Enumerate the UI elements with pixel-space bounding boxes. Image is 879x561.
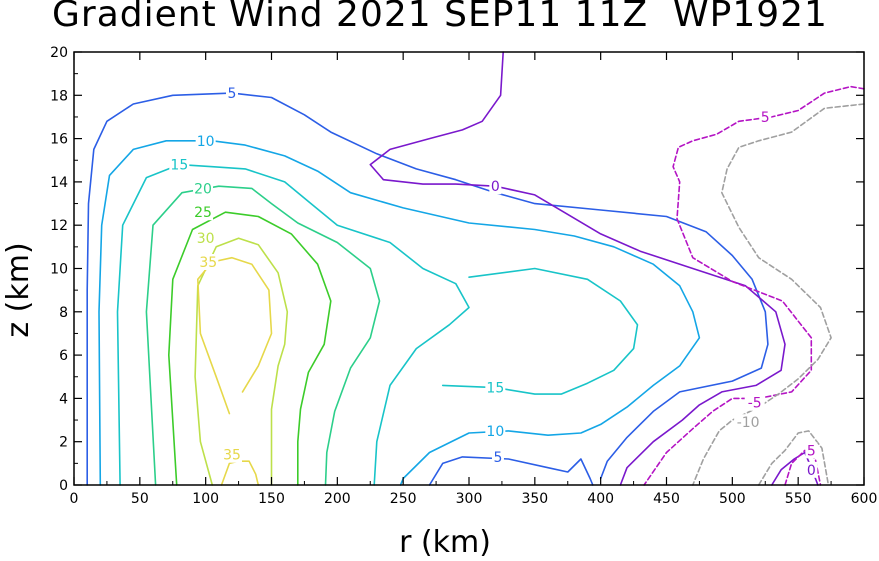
contour-label-10: 35: [223, 448, 241, 464]
x-tick-label-5: 250: [390, 491, 417, 507]
contour-labels-layer: 5 10 15 20 25 30 35 15 10 5 35 0 5 -5 -10 5 0: [169, 85, 818, 479]
y-tick-label-0: 0: [59, 478, 68, 494]
y-tick-label-4: 8: [59, 305, 68, 321]
x-tick-label-3: 150: [258, 491, 285, 507]
contour-label-2: 15: [170, 158, 188, 174]
x-tick-label-11: 550: [785, 491, 812, 507]
contour-label-bg-10: [222, 446, 242, 463]
contour-line-15-3: [116, 163, 470, 486]
contour-label-12: 5: [761, 110, 770, 126]
axes-layer: 0 50 100 150 200 250 300 350 400 450 500 550 6000246…: [50, 45, 877, 507]
contour-label-3: 20: [194, 181, 212, 197]
x-tick-label-0: 0: [70, 491, 79, 507]
contour-label-bg-8: [485, 422, 506, 439]
contour-label-7: 15: [486, 381, 504, 397]
contour-line-5-1: [428, 456, 594, 486]
y-tick-label-1: 2: [59, 435, 68, 451]
contour-label-bg-3: [193, 180, 214, 197]
contour-label-13: -5: [748, 396, 762, 412]
contour-label-5: 30: [197, 231, 215, 247]
contour-line-35-9: [220, 460, 260, 486]
contour-label-bg-16: [805, 461, 818, 478]
y-tick-label-6: 12: [50, 218, 68, 234]
y-tick-label-9: 18: [50, 88, 68, 104]
contour-label-bg-13: [744, 394, 765, 411]
y-tick-label-7: 14: [50, 175, 68, 191]
contour-line-35-8: [197, 256, 273, 415]
contour-label-bg-4: [193, 204, 214, 221]
x-tick-label-6: 300: [456, 491, 483, 507]
x-tick-label-9: 450: [653, 491, 680, 507]
contour-label-15: 5: [807, 443, 816, 459]
contour-label-1: 10: [197, 134, 215, 150]
y-tick-label-2: 4: [59, 391, 68, 407]
contour-line-neg10-14: [692, 103, 865, 486]
contour-label-bg-1: [195, 132, 216, 149]
contour-label-11: 0: [491, 179, 500, 195]
contour-line-10-2: [98, 140, 701, 486]
contour-label-9: 5: [494, 450, 503, 466]
contour-label-bg-11: [489, 178, 502, 195]
contour-label-14: -10: [737, 415, 760, 431]
contour-line-30-7: [194, 237, 289, 486]
y-tick-label-10: 20: [50, 45, 68, 61]
contour-label-bg-15: [805, 442, 818, 459]
contour-label-4: 25: [194, 205, 212, 221]
y-axis-label: z (km): [1, 242, 36, 337]
contour-label-bg-9: [491, 448, 504, 465]
x-tick-label-10: 500: [719, 491, 746, 507]
contour-label-0: 5: [228, 86, 237, 102]
contour-label-bg-6: [198, 254, 219, 271]
contour-label-bg-12: [759, 108, 772, 125]
contour-line-neg10-15: [757, 430, 830, 486]
x-tick-label-1: 50: [131, 491, 149, 507]
chart-title: Gradient Wind 2021 SEP11 11Z WP1921: [52, 0, 828, 35]
contour-label-bg-0: [226, 85, 238, 102]
contour-line-0-10: [369, 51, 786, 486]
contour-line-25-6: [168, 211, 332, 486]
x-tick-label-4: 200: [324, 491, 351, 507]
y-tick-label-5: 10: [50, 262, 68, 278]
contour-label-bg-5: [195, 230, 216, 247]
contour-label-bg-7: [485, 379, 506, 396]
contour-label-bg-14: [734, 414, 763, 431]
contour-line-20-5: [145, 185, 381, 486]
contour-label-8: 10: [486, 424, 504, 440]
y-tick-label-8: 16: [50, 132, 68, 148]
x-tick-label-2: 100: [192, 491, 219, 507]
x-tick-label-7: 350: [521, 491, 548, 507]
contours-layer: [86, 51, 865, 486]
x-tick-label-8: 400: [587, 491, 614, 507]
x-axis-label: r (km): [399, 525, 491, 560]
contour-label-6: 35: [199, 255, 217, 271]
x-tick-label-12: 600: [851, 491, 878, 507]
contour-line-15-4: [441, 267, 639, 395]
contour-label-bg-2: [169, 156, 190, 173]
y-tick-label-3: 6: [59, 348, 68, 364]
contour-line-neg5-12: [643, 85, 865, 486]
contour-label-16: 0: [807, 463, 816, 479]
contour-line-5-0: [86, 92, 769, 486]
